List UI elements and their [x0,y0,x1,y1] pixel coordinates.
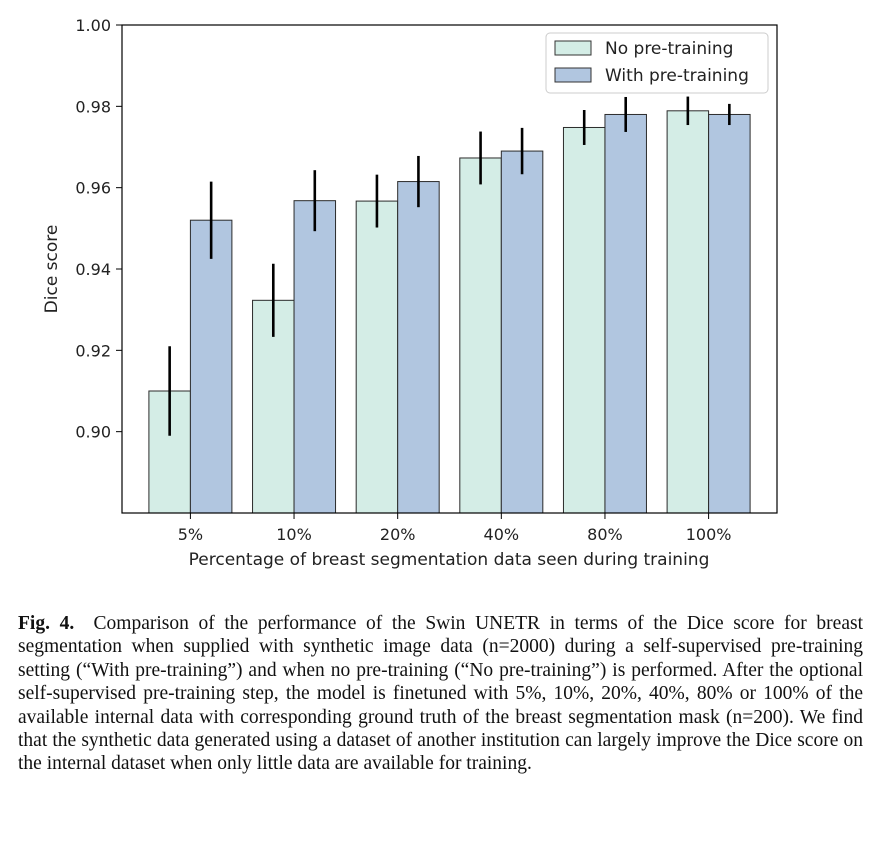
x-tick-label-10: 10% [276,525,312,544]
y-axis-label: Dice score [42,225,62,314]
legend-label-with-pretraining: With pre-training [605,66,749,86]
bar-with-pre-training-5 [189,219,233,514]
bar-with-pre-training-40 [500,150,544,514]
legend-swatch-no-pretraining [554,40,592,56]
bar-no-pre-training-40 [459,157,502,514]
legend-swatch-with-pretraining [554,67,592,83]
bar-no-pre-training-100 [666,110,710,514]
y-tick-label-0-96: 0.96 [75,179,111,198]
x-tick-label-5: 5% [178,525,203,544]
bars-layer [148,110,751,514]
y-tick-label-0-90: 0.90 [75,423,111,442]
legend-box [545,32,769,94]
bar-no-pre-training-80 [562,126,606,514]
bar-with-pre-training-10 [293,200,337,514]
x-axis: 5% 10% 20% 40% 80% 100% [178,513,732,544]
figure-caption: Fig. 4. Comparison of the performance of… [18,612,863,776]
bar-with-pre-training-20 [397,181,440,514]
caption-text: Comparison of the performance of the Swi… [18,613,863,775]
y-tick-label-0-98: 0.98 [75,97,111,116]
y-tick-label-1-00: 1.00 [75,16,111,35]
y-tick-label-0-92: 0.92 [75,341,111,360]
bar-with-pre-training-100 [708,113,751,514]
chart-container: 0.90 0.92 0.94 0.96 0.98 1.00 5% 10% 20% 40% 80% 1… [42,16,778,570]
legend-label-no-pretraining: No pre-training [605,39,733,59]
figure-label: Fig. 4. [18,613,75,634]
y-tick-label-0-94: 0.94 [75,260,111,279]
legend: No pre-training With pre-training [545,32,769,94]
bar-no-pre-training-20 [355,200,399,514]
error-bars-layer [168,96,731,436]
bar-with-pre-training-80 [604,113,647,514]
x-axis-label: Percentage of breast segmentation data s… [189,550,710,570]
x-tick-label-20: 20% [380,525,416,544]
x-tick-label-80: 80% [587,525,623,544]
y-axis: 0.90 0.92 0.94 0.96 0.98 1.00 [75,16,122,442]
x-tick-label-100: 100% [686,525,732,544]
x-tick-label-40: 40% [484,525,520,544]
bar-chart: 0.90 0.92 0.94 0.96 0.98 1.00 5% 10% 20% 40% 80% 1… [42,16,778,570]
